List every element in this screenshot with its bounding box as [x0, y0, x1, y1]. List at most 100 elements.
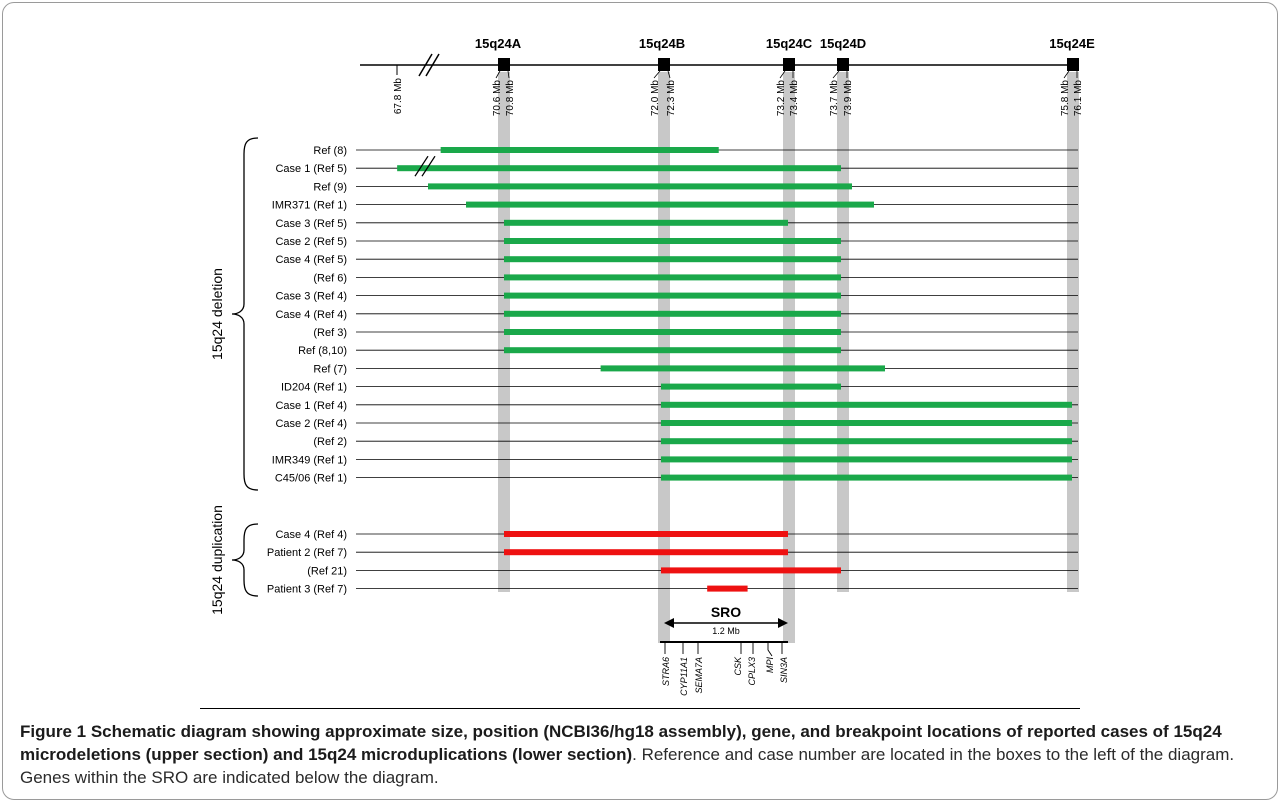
- band-marker-15q24C: [783, 58, 795, 71]
- deletion-segment: [428, 183, 852, 190]
- band-marker-15q24E: [1067, 58, 1079, 71]
- duplication-row-label: Patient 2 (Ref 7): [267, 547, 347, 559]
- duplication-row-label: Patient 3 (Ref 7): [267, 584, 347, 596]
- deletion-segment: [504, 329, 841, 335]
- band-marker-15q24A: [498, 58, 510, 71]
- deletion-group-brace: [231, 137, 259, 491]
- deletion-row-label: Case 2 (Ref 5): [275, 236, 347, 248]
- row-break-mark: [421, 155, 436, 177]
- band-left-mb: 70.6 Mb: [492, 80, 503, 117]
- duplication-group-brace: [231, 523, 259, 597]
- deletion-row-label: Ref (8,10): [298, 345, 347, 357]
- sro-label: SRO: [711, 604, 741, 620]
- deletion-row-label: Case 2 (Ref 4): [275, 418, 347, 430]
- band-shade: [783, 72, 795, 643]
- duplication-row-label: (Ref 21): [307, 565, 347, 577]
- start-mb-label: 67.8 Mb: [393, 78, 404, 115]
- deletion-row-label: Case 3 (Ref 5): [275, 218, 347, 230]
- sro-arrow-head-right: [778, 618, 788, 628]
- deletion-row-label: IMR371 (Ref 1): [272, 200, 347, 212]
- axis-break-mark: [418, 53, 433, 77]
- deletion-segment: [600, 365, 885, 372]
- deletion-segment: [504, 310, 841, 317]
- figure-caption: Figure 1 Schematic diagram showing appro…: [20, 720, 1264, 789]
- band-left-mb: 75.8 Mb: [1060, 80, 1071, 117]
- deletion-row-label: Case 1 (Ref 5): [275, 163, 347, 175]
- duplication-segment: [707, 585, 748, 592]
- deletion-row-label: IMR349 (Ref 1): [272, 454, 347, 466]
- deletion-segment: [504, 347, 841, 354]
- gene-label-cyp11a1: CYP11A1: [679, 657, 689, 696]
- gene-label-cplx3: CPLX3: [747, 657, 757, 686]
- sro-arrow-head-left: [664, 618, 674, 628]
- band-right-mb: 72.3 Mb: [666, 80, 677, 117]
- deletion-row-label: Ref (7): [313, 363, 347, 375]
- caption-title: Figure 1 Schematic diagram showing appro…: [20, 722, 1222, 764]
- band-tick: [1063, 70, 1070, 79]
- deletion-segment: [504, 256, 841, 263]
- deletion-row-label: Ref (8): [313, 145, 347, 157]
- deletion-segment: [466, 201, 874, 208]
- deletion-group-label: 15q24 deletion: [209, 268, 225, 360]
- deletion-segment: [661, 474, 1072, 481]
- band-marker-15q24D: [837, 58, 849, 71]
- duplication-segment: [661, 567, 841, 574]
- deletion-row-label: Ref (9): [313, 181, 347, 193]
- gene-tick: [767, 642, 773, 657]
- duplication-row-label: Case 4 (Ref 4): [275, 529, 347, 541]
- band-tick: [653, 70, 661, 79]
- duplication-segment: [504, 531, 788, 537]
- deletion-row-label: Case 4 (Ref 4): [275, 309, 347, 321]
- band-tick: [832, 70, 840, 79]
- deletion-segment: [504, 292, 841, 299]
- band-label-15q24A: 15q24A: [475, 36, 522, 51]
- band-marker-15q24B: [658, 58, 670, 71]
- band-tick: [779, 70, 786, 79]
- band-tick: [667, 70, 671, 79]
- deletion-segment: [440, 147, 719, 153]
- gene-label-stra6: STRA6: [661, 657, 671, 686]
- duplication-segment: [504, 549, 788, 556]
- deletion-row-label: Case 3 (Ref 4): [275, 291, 347, 303]
- gene-label-sema7a: SEMA7A: [694, 657, 704, 694]
- deletion-row-label: Case 1 (Ref 4): [275, 400, 347, 412]
- band-tick: [495, 70, 501, 79]
- band-left-mb: 73.2 Mb: [776, 80, 787, 117]
- deletion-row-label: C45/06 (Ref 1): [275, 473, 347, 485]
- deletion-segment: [661, 401, 1072, 408]
- band-right-mb: 73.9 Mb: [843, 80, 854, 117]
- axis-break-mark: [425, 53, 440, 77]
- row-break-mark: [414, 155, 429, 177]
- gene-label-sin3a: SIN3A: [779, 657, 789, 683]
- band-left-mb: 72.0 Mb: [650, 80, 661, 117]
- deletion-segment: [397, 165, 841, 172]
- sro-size: 1.2 Mb: [712, 626, 740, 636]
- band-right-mb: 70.8 Mb: [505, 80, 516, 117]
- gene-label-mpi: MPI: [765, 657, 775, 674]
- deletion-segment: [661, 438, 1072, 445]
- band-tick: [507, 70, 510, 79]
- deletion-segment: [661, 383, 841, 390]
- deletion-segment: [661, 456, 1072, 463]
- gene-label-csk: CSK: [733, 656, 743, 676]
- band-label-15q24D: 15q24D: [820, 36, 866, 51]
- band-label-15q24E: 15q24E: [1049, 36, 1095, 51]
- band-left-mb: 73.7 Mb: [829, 80, 840, 117]
- duplication-group-label: 15q24 duplication: [209, 505, 225, 615]
- band-label-15q24B: 15q24B: [639, 36, 685, 51]
- band-right-mb: 76.1 Mb: [1073, 80, 1084, 117]
- breakpoint-diagram: 67.8 Mb 15q24A 70.6 Mb 70.8 Mb 15q24B 72.0 Mb…: [209, 36, 1095, 696]
- deletion-row-label: ID204 (Ref 1): [281, 382, 347, 394]
- deletion-segment: [504, 274, 841, 281]
- deletion-row-label: (Ref 2): [313, 436, 347, 448]
- deletion-row-label: Case 4 (Ref 5): [275, 254, 347, 266]
- deletion-row-label: (Ref 6): [313, 272, 347, 284]
- band-label-15q24C: 15q24C: [766, 36, 813, 51]
- deletion-segment: [504, 238, 841, 244]
- caption-body: . Reference and case number are located …: [20, 745, 1235, 787]
- band-shade: [658, 72, 670, 643]
- band-right-mb: 73.4 Mb: [789, 80, 800, 117]
- deletion-segment: [661, 420, 1072, 426]
- caption-divider: [200, 708, 1080, 709]
